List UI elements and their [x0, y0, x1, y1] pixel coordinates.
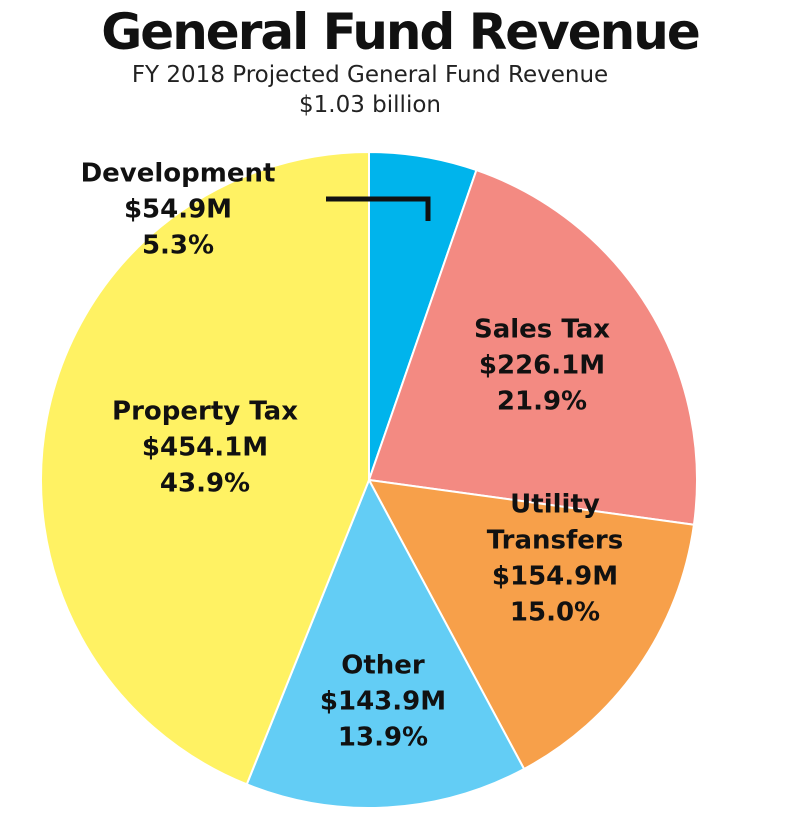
slice-label-sales-tax-percent: 21.9% [497, 387, 587, 417]
chart-title: General Fund Revenue [101, 3, 700, 61]
slice-label-development-name: Development [81, 159, 276, 189]
slice-label-sales-tax-value: $226.1M [479, 351, 605, 381]
slice-label-utility-transfers-name: Utility [510, 490, 600, 520]
slice-label-other-value: $143.9M [320, 687, 446, 717]
slice-label-property-tax-name: Property Tax [112, 397, 298, 427]
slice-label-property-tax-value: $454.1M [142, 433, 268, 463]
slice-label-other-name: Other [341, 651, 425, 681]
pie-slice-property-tax [40, 150, 370, 786]
chart-subtitle: FY 2018 Projected General Fund Revenue [131, 62, 609, 88]
slice-label-property-tax-percent: 43.9% [160, 469, 250, 499]
slice-label-development-percent: 5.3% [142, 231, 214, 261]
slice-label-utility-transfers-name: Transfers [487, 526, 623, 556]
pie-slice-utility-transfers [367, 478, 696, 771]
slice-label-utility-transfers-value: $154.9M [492, 562, 618, 592]
pie-slices [40, 150, 698, 809]
pie-labels: Development $54.9M 5.3% Sales Tax $226.1M 21.… [81, 159, 624, 753]
chart-total: $1.03 billion [299, 92, 441, 118]
slice-label-other-percent: 13.9% [338, 723, 428, 753]
slice-label-utility-transfers-percent: 15.0% [510, 598, 600, 628]
slice-label-sales-tax-name: Sales Tax [474, 315, 610, 345]
slice-label-development-value: $54.9M [124, 195, 232, 225]
pie-slice-other [245, 477, 526, 809]
pie-slice-sales-tax [367, 168, 698, 526]
development-leader-line [326, 196, 431, 221]
